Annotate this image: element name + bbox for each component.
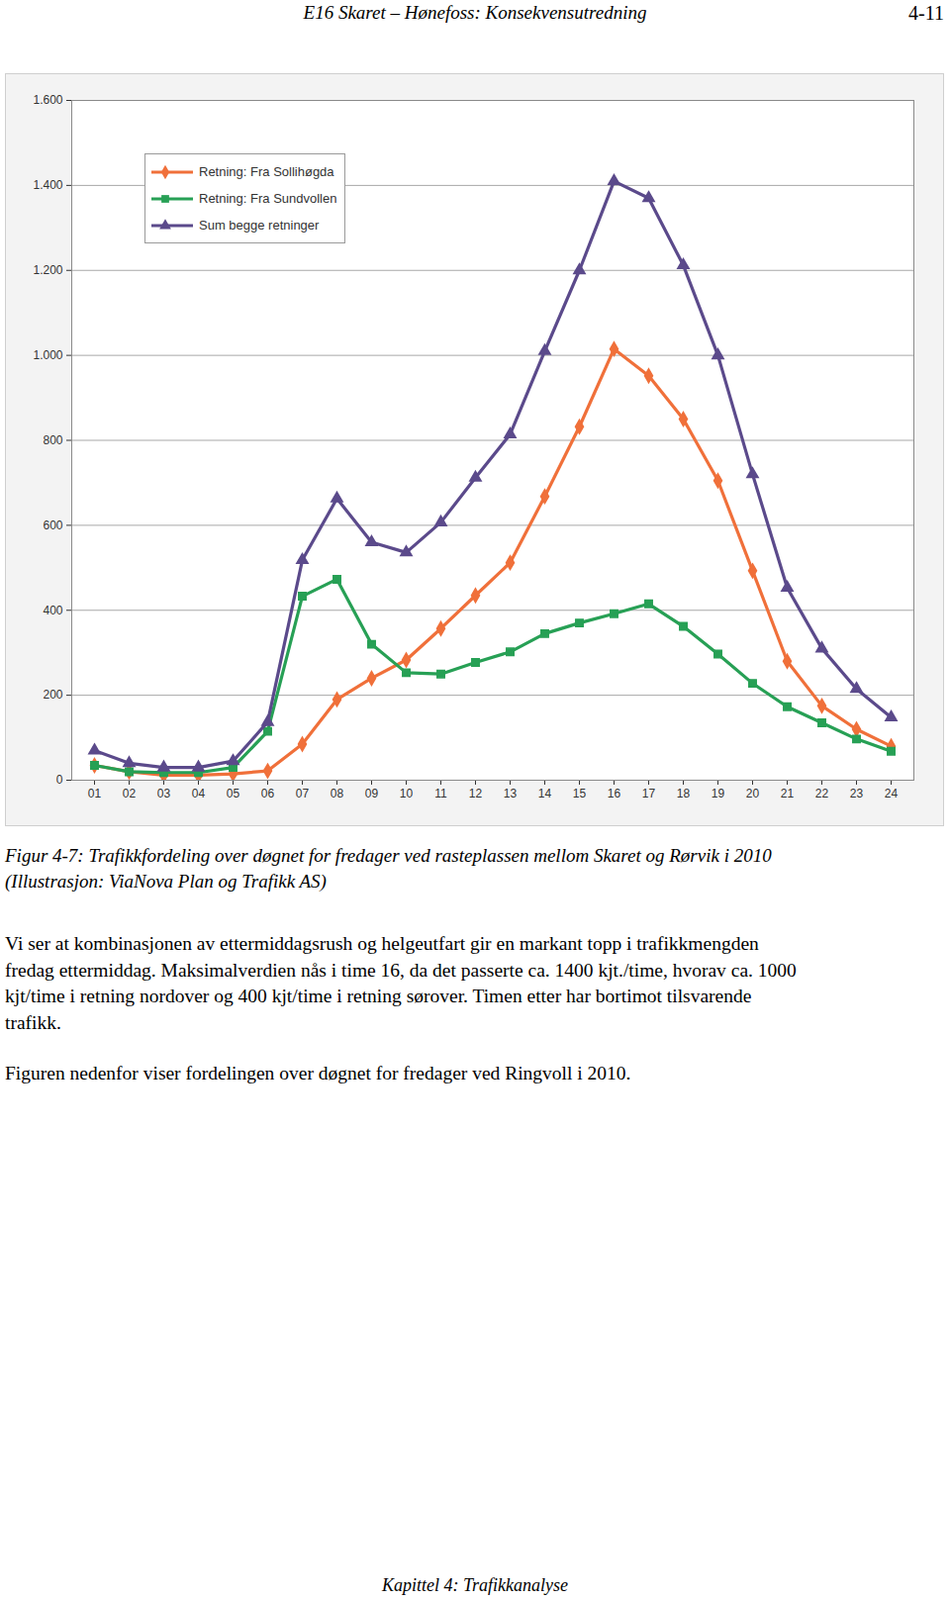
svg-text:400: 400 <box>42 603 63 618</box>
svg-text:1.400: 1.400 <box>32 178 63 192</box>
svg-text:200: 200 <box>42 687 63 702</box>
html-text:Vi ser at kombinasjonen av ett: Vi ser at kombinasjonen av ettermiddagsr… <box>4 933 759 954</box>
svg-text:12: 12 <box>469 786 483 801</box>
svg-text:06: 06 <box>261 786 276 801</box>
svg-text:13: 13 <box>503 786 518 801</box>
html-text:Figuren nedenfor viser fordeli: Figuren nedenfor viser fordelingen over … <box>4 1062 631 1084</box>
svg-text:24: 24 <box>884 786 899 801</box>
svg-text:19: 19 <box>711 786 726 801</box>
svg-text:08: 08 <box>330 786 345 801</box>
html-text:Retning: Fra Sundvollen: Retning: Fra Sundvollen <box>198 190 337 206</box>
svg-text:03: 03 <box>157 786 172 801</box>
svg-text:600: 600 <box>42 518 63 533</box>
svg-text:01: 01 <box>88 786 102 801</box>
svg-text:0: 0 <box>56 772 64 787</box>
svg-text:11: 11 <box>434 786 448 801</box>
svg-text:16: 16 <box>607 786 622 801</box>
svg-text:21: 21 <box>780 786 795 801</box>
svg-text:1.200: 1.200 <box>32 263 63 278</box>
svg-text:1.600: 1.600 <box>32 93 63 107</box>
html-text:trafikk.: trafikk. <box>4 1011 62 1033</box>
svg-text:1.000: 1.000 <box>32 348 63 363</box>
html-text:kjt/time i retning nordover og: kjt/time i retning nordover og 400 kjt/t… <box>4 985 752 1007</box>
svg-text:20: 20 <box>746 786 760 801</box>
svg-text:17: 17 <box>642 786 657 801</box>
html-text:(Illustrasjon: ViaNova Plan og: (Illustrasjon: ViaNova Plan og Trafikk A… <box>4 870 327 892</box>
svg-text:22: 22 <box>815 786 830 801</box>
svg-text:18: 18 <box>676 786 691 801</box>
svg-text:800: 800 <box>42 433 63 448</box>
svg-text:05: 05 <box>226 786 241 801</box>
svg-text:10: 10 <box>399 786 414 801</box>
svg-text:07: 07 <box>295 786 310 801</box>
svg-text:02: 02 <box>122 786 137 801</box>
html-text:fredag ettermiddag. Maksimalve: fredag ettermiddag. Maksimalverdien nås … <box>4 959 797 981</box>
svg-text:23: 23 <box>850 786 864 801</box>
svg-text:15: 15 <box>572 786 587 801</box>
svg-text:04: 04 <box>191 786 206 801</box>
html-text:Sum begge retninger: Sum begge retninger <box>198 217 320 233</box>
html-text:E16 Skaret – Hønefoss: Konsekv: E16 Skaret – Hønefoss: Konsekvensutredni… <box>303 1 647 23</box>
svg-text:14: 14 <box>538 786 553 801</box>
html-text:Figur 4-7: Trafikkfordeling ov: Figur 4-7: Trafikkfordeling over døgnet … <box>4 845 772 866</box>
html-text:Retning: Fra Sollihøgda: Retning: Fra Sollihøgda <box>198 164 335 180</box>
svg-text:09: 09 <box>365 786 380 801</box>
html-text:Kapittel 4: Trafikkanalyse: Kapittel 4: Trafikkanalyse <box>381 1575 569 1596</box>
html-text:4-11: 4-11 <box>908 1 945 24</box>
